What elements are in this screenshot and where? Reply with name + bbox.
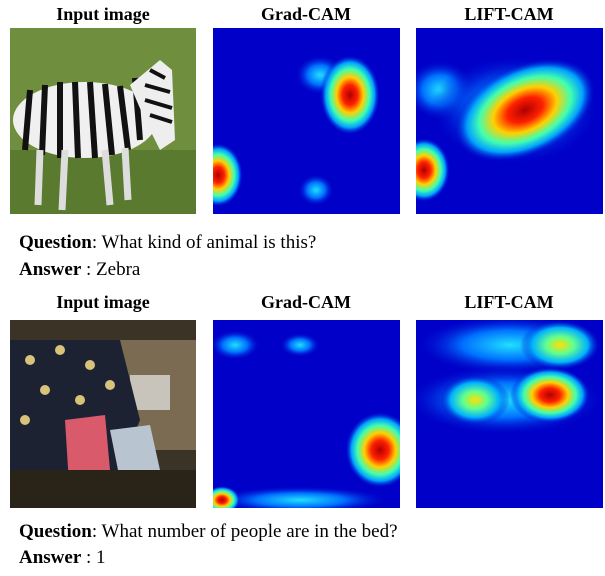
heatmap <box>193 28 400 214</box>
page: {"rows": [ {"headers": ["Input image", "… <box>0 0 605 571</box>
header: Grad-CAM <box>261 292 351 312</box>
question-text: : What kind of animal is this? <box>92 232 316 253</box>
question-text: : What number of people are in the bed? <box>92 521 398 542</box>
figure: Input image Grad-CAM LIFT-CAM <box>0 0 605 571</box>
answer-text: : 1 <box>81 547 105 568</box>
answer-text: : Zebra <box>81 259 141 280</box>
question: Question: What number of people are in t… <box>19 521 398 542</box>
question-label: Question <box>19 521 92 542</box>
header: Input image <box>56 292 150 312</box>
answer: Answer : Zebra <box>19 259 141 280</box>
header: LIFT-CAM <box>464 292 553 312</box>
answer: Answer : 1 <box>19 547 106 568</box>
heatmap <box>204 320 415 514</box>
input-image <box>10 28 196 214</box>
answer-label: Answer <box>19 259 82 280</box>
heatmap <box>398 28 605 214</box>
heatmap <box>405 315 605 508</box>
input-image <box>10 320 196 508</box>
question-label: Question <box>19 232 92 253</box>
answer-label: Answer <box>19 547 82 568</box>
question: Question: What kind of animal is this? <box>19 232 316 253</box>
header: LIFT-CAM <box>464 4 553 24</box>
header: Grad-CAM <box>261 4 351 24</box>
header: Input image <box>56 4 150 24</box>
